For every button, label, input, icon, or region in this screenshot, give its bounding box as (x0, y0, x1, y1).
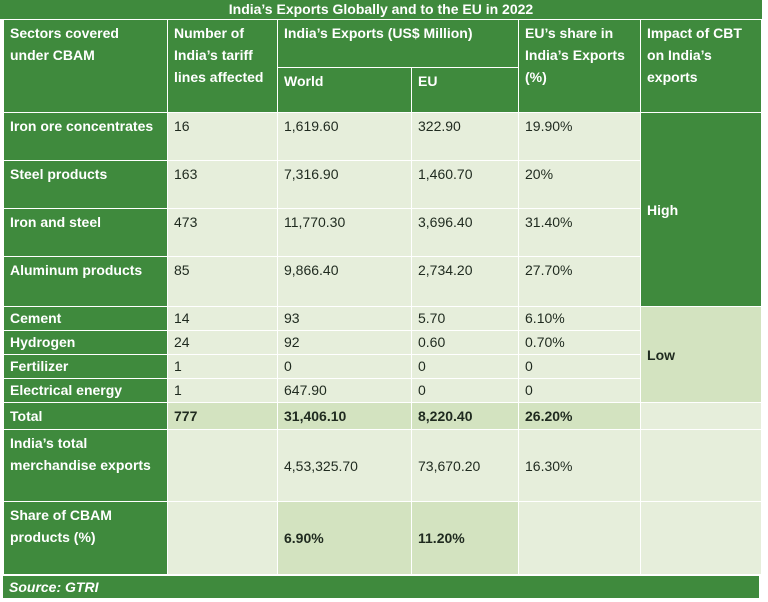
row-eu: 0.60 (410, 330, 520, 355)
row-sector: Cement (3, 306, 168, 331)
exports-table: Sectors covered under CBAM Number of Ind… (3, 19, 763, 575)
row-world: 7,316.90 (277, 160, 412, 209)
row-sector: Hydrogen (3, 330, 168, 355)
table-row: Iron ore concentrates 16 1,619.60 322.90… (3, 112, 763, 307)
row-eu: 0 (410, 354, 520, 379)
row-eu: 3,696.40 (410, 208, 520, 257)
empty-cell (640, 429, 763, 502)
header-impact: Impact of CBT on India’s exports (640, 19, 763, 113)
row-share: 27.70% (518, 256, 642, 307)
total-share: 26.20% (518, 402, 642, 430)
table-row: Hydrogen 24 92 0.60 0.70% (3, 330, 762, 355)
empty-cell (640, 402, 763, 430)
empty-cell (167, 501, 278, 575)
row-world: 93 (277, 306, 412, 331)
table-row: Electrical energy 1 647.90 0 0 (3, 378, 762, 403)
row-eu: 322.90 (410, 112, 520, 161)
impact-high: High (640, 112, 763, 307)
table-row: Cement 14 93 5.70 6.10% Low (3, 306, 763, 403)
row-lines: 1 (167, 354, 278, 379)
impact-low: Low (640, 306, 763, 403)
header-sectors: Sectors covered under CBAM (3, 19, 168, 113)
row-share: 0 (518, 354, 642, 379)
cbam-share-row: Share of CBAM products (%) 6.90% 11.20% (3, 501, 763, 575)
row-share: 0.70% (518, 330, 642, 355)
row-lines: 16 (167, 112, 278, 161)
cbam-share-world: 6.90% (277, 501, 412, 575)
cbam-share-label: Share of CBAM products (%) (3, 501, 168, 575)
row-world: 647.90 (277, 378, 412, 403)
row-sector: Iron ore concentrates (3, 112, 168, 161)
row-share: 20% (518, 160, 642, 209)
row-eu: 1,460.70 (410, 160, 520, 209)
row-sector: Steel products (3, 160, 168, 209)
row-sector: Aluminum products (3, 256, 168, 307)
empty-cell (640, 501, 763, 575)
merch-world: 4,53,325.70 (277, 429, 412, 502)
row-share: 19.90% (518, 112, 642, 161)
total-row: Total 777 31,406.10 8,220.40 26.20% (3, 402, 763, 430)
merch-eu: 73,670.20 (410, 429, 520, 502)
row-lines: 1 (167, 378, 278, 403)
table-title: India’s Exports Globally and to the EU i… (0, 0, 762, 19)
merch-share: 16.30% (518, 429, 642, 502)
header-tariff-lines: Number of India’s tariff lines affected (167, 19, 278, 113)
row-share: 6.10% (518, 306, 642, 331)
row-lines: 24 (167, 330, 278, 355)
row-lines: 85 (167, 256, 278, 307)
table-row: Steel products 163 7,316.90 1,460.70 20% (3, 160, 762, 209)
row-lines: 163 (167, 160, 278, 209)
merch-row: India’s total merchandise exports 4,53,3… (3, 429, 763, 502)
header-eu-share: EU’s share in India’s Exports (%) (518, 19, 642, 113)
row-world: 11,770.30 (277, 208, 412, 257)
row-sector: Iron and steel (3, 208, 168, 257)
row-share: 0 (518, 378, 642, 403)
row-world: 0 (277, 354, 412, 379)
row-world: 9,866.40 (277, 256, 412, 307)
total-eu: 8,220.40 (410, 402, 520, 430)
total-lines: 777 (167, 402, 278, 430)
row-eu: 5.70 (410, 306, 520, 331)
row-eu: 2,734.20 (410, 256, 520, 307)
header-eu: EU (410, 67, 520, 113)
row-share: 31.40% (518, 208, 642, 257)
table-row: Fertilizer 1 0 0 0 (3, 354, 762, 379)
table-row: Aluminum products 85 9,866.40 2,734.20 2… (3, 256, 762, 307)
row-lines: 473 (167, 208, 278, 257)
total-world: 31,406.10 (277, 402, 412, 430)
header-world: World (277, 67, 412, 113)
source-note: Source: GTRI (3, 576, 759, 598)
row-world: 1,619.60 (277, 112, 412, 161)
empty-cell (167, 429, 278, 502)
row-lines: 14 (167, 306, 278, 331)
cbam-share-eu: 11.20% (410, 501, 520, 575)
merch-label: India’s total merchandise exports (3, 429, 168, 502)
row-sector: Electrical energy (3, 378, 168, 403)
row-eu: 0 (410, 378, 520, 403)
empty-cell (518, 501, 642, 575)
total-label: Total (3, 402, 168, 430)
header-exports: India’s Exports (US$ Million) (276, 19, 520, 68)
row-world: 92 (277, 330, 412, 355)
table-row: Iron and steel 473 11,770.30 3,696.40 31… (3, 208, 762, 257)
row-sector: Fertilizer (3, 354, 168, 379)
